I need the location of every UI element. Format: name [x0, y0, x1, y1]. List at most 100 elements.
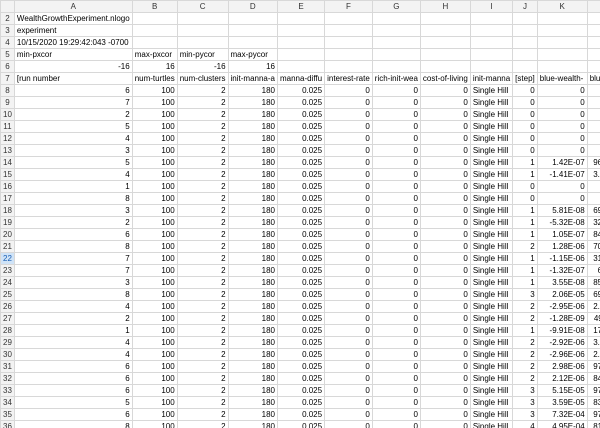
- cell-g10[interactable]: 0: [371, 108, 421, 121]
- cell-j23[interactable]: 1: [512, 264, 538, 277]
- cell-j2[interactable]: [512, 12, 538, 25]
- cell-j15[interactable]: 1: [512, 168, 538, 181]
- row-header[interactable]: 14: [0, 156, 15, 169]
- cell-h35[interactable]: 0: [419, 408, 471, 421]
- cell-i8[interactable]: Single Hill: [469, 84, 514, 97]
- cell-f26[interactable]: 0: [324, 300, 373, 313]
- cell-k31[interactable]: 2.98E-06: [536, 360, 588, 373]
- row-header[interactable]: 8: [0, 84, 15, 97]
- cell-k10[interactable]: 0: [536, 108, 588, 121]
- cell-c20[interactable]: 2: [176, 228, 229, 241]
- cell-d7[interactable]: init-manna-a: [227, 72, 278, 85]
- cell-l10[interactable]: 0: [586, 108, 600, 121]
- cell-a25[interactable]: 8: [13, 288, 133, 301]
- cell-e27[interactable]: 0.025: [276, 312, 326, 325]
- cell-j18[interactable]: 1: [512, 204, 538, 217]
- cell-b33[interactable]: 100: [131, 384, 178, 397]
- cell-b24[interactable]: 100: [131, 276, 178, 289]
- cell-g30[interactable]: 0: [371, 348, 421, 361]
- row-header[interactable]: 12: [0, 132, 15, 145]
- cell-i30[interactable]: Single Hill: [469, 348, 514, 361]
- cell-c31[interactable]: 2: [176, 360, 229, 373]
- cell-d8[interactable]: 180: [227, 84, 278, 97]
- cell-e8[interactable]: 0.025: [276, 84, 326, 97]
- cell-f24[interactable]: 0: [324, 276, 373, 289]
- cell-k34[interactable]: 3.59E-05: [536, 396, 588, 409]
- cell-h7[interactable]: cost-of-living: [419, 72, 471, 85]
- row-header[interactable]: 7: [0, 72, 15, 85]
- cell-a19[interactable]: 2: [13, 216, 133, 229]
- cell-i27[interactable]: Single Hill: [469, 312, 514, 325]
- cell-f11[interactable]: 0: [324, 120, 373, 133]
- cell-b6[interactable]: 16: [131, 60, 178, 73]
- cell-g3[interactable]: [371, 24, 421, 37]
- cell-h18[interactable]: 0: [419, 204, 471, 217]
- column-header-i[interactable]: I: [469, 0, 514, 13]
- cell-d23[interactable]: 180: [227, 264, 278, 277]
- cell-a14[interactable]: 5: [13, 156, 133, 169]
- cell-b29[interactable]: 100: [131, 336, 178, 349]
- cell-b17[interactable]: 100: [131, 192, 178, 205]
- cell-d5[interactable]: max-pycor: [227, 48, 278, 61]
- cell-b10[interactable]: 100: [131, 108, 178, 121]
- cell-b7[interactable]: num-turtles: [131, 72, 178, 85]
- cell-l22[interactable]: 31.4974797: [586, 252, 600, 265]
- cell-f6[interactable]: [324, 60, 373, 73]
- cell-h5[interactable]: [419, 48, 471, 61]
- cell-d11[interactable]: 180: [227, 120, 278, 133]
- cell-h17[interactable]: 0: [419, 192, 471, 205]
- cell-j13[interactable]: 0: [512, 144, 538, 157]
- cell-i7[interactable]: init-manna: [469, 72, 514, 85]
- row-header[interactable]: 23: [0, 264, 15, 277]
- cell-d33[interactable]: 180: [227, 384, 278, 397]
- column-header-j[interactable]: J: [512, 0, 538, 13]
- cell-e21[interactable]: 0.025: [276, 240, 326, 253]
- cell-k29[interactable]: -2.92E-06: [536, 336, 588, 349]
- cell-c6[interactable]: -16: [176, 60, 229, 73]
- cell-e15[interactable]: 0.025: [276, 168, 326, 181]
- cell-d13[interactable]: 180: [227, 144, 278, 157]
- column-header-h[interactable]: H: [419, 0, 471, 13]
- cell-c36[interactable]: 2: [176, 420, 229, 428]
- cell-b18[interactable]: 100: [131, 204, 178, 217]
- cell-g29[interactable]: 0: [371, 336, 421, 349]
- cell-e12[interactable]: 0.025: [276, 132, 326, 145]
- cell-i20[interactable]: Single Hill: [469, 228, 514, 241]
- cell-f19[interactable]: 0: [324, 216, 373, 229]
- cell-j4[interactable]: [512, 36, 538, 49]
- cell-j19[interactable]: 1: [512, 216, 538, 229]
- cell-k25[interactable]: 2.06E-05: [536, 288, 588, 301]
- cell-e25[interactable]: 0.025: [276, 288, 326, 301]
- cell-l13[interactable]: 0: [586, 144, 600, 157]
- cell-a29[interactable]: 4: [13, 336, 133, 349]
- cell-d22[interactable]: 180: [227, 252, 278, 265]
- cell-c15[interactable]: 2: [176, 168, 229, 181]
- cell-g20[interactable]: 0: [371, 228, 421, 241]
- cell-a34[interactable]: 5: [13, 396, 133, 409]
- cell-l21[interactable]: 70.5837796: [586, 240, 600, 253]
- cell-i25[interactable]: Single Hill: [469, 288, 514, 301]
- cell-e23[interactable]: 0.025: [276, 264, 326, 277]
- cell-j28[interactable]: 1: [512, 324, 538, 337]
- cell-j14[interactable]: 1: [512, 156, 538, 169]
- cell-h14[interactable]: 0: [419, 156, 471, 169]
- cell-i19[interactable]: Single Hill: [469, 216, 514, 229]
- cell-a13[interactable]: 3: [13, 144, 133, 157]
- cell-d36[interactable]: 180: [227, 420, 278, 428]
- cell-d6[interactable]: 16: [227, 60, 278, 73]
- cell-b12[interactable]: 100: [131, 132, 178, 145]
- cell-c17[interactable]: 2: [176, 192, 229, 205]
- cell-k17[interactable]: 0: [536, 192, 588, 205]
- cell-f35[interactable]: 0: [324, 408, 373, 421]
- cell-a8[interactable]: 6: [13, 84, 133, 97]
- cell-e36[interactable]: 0.025: [276, 420, 326, 428]
- cell-k11[interactable]: 0: [536, 120, 588, 133]
- cell-k9[interactable]: 0: [536, 96, 588, 109]
- row-header[interactable]: 29: [0, 336, 15, 349]
- cell-h6[interactable]: [419, 60, 471, 73]
- cell-i18[interactable]: Single Hill: [469, 204, 514, 217]
- cell-g14[interactable]: 0: [371, 156, 421, 169]
- cell-j27[interactable]: 2: [512, 312, 538, 325]
- cell-b23[interactable]: 100: [131, 264, 178, 277]
- cell-f30[interactable]: 0: [324, 348, 373, 361]
